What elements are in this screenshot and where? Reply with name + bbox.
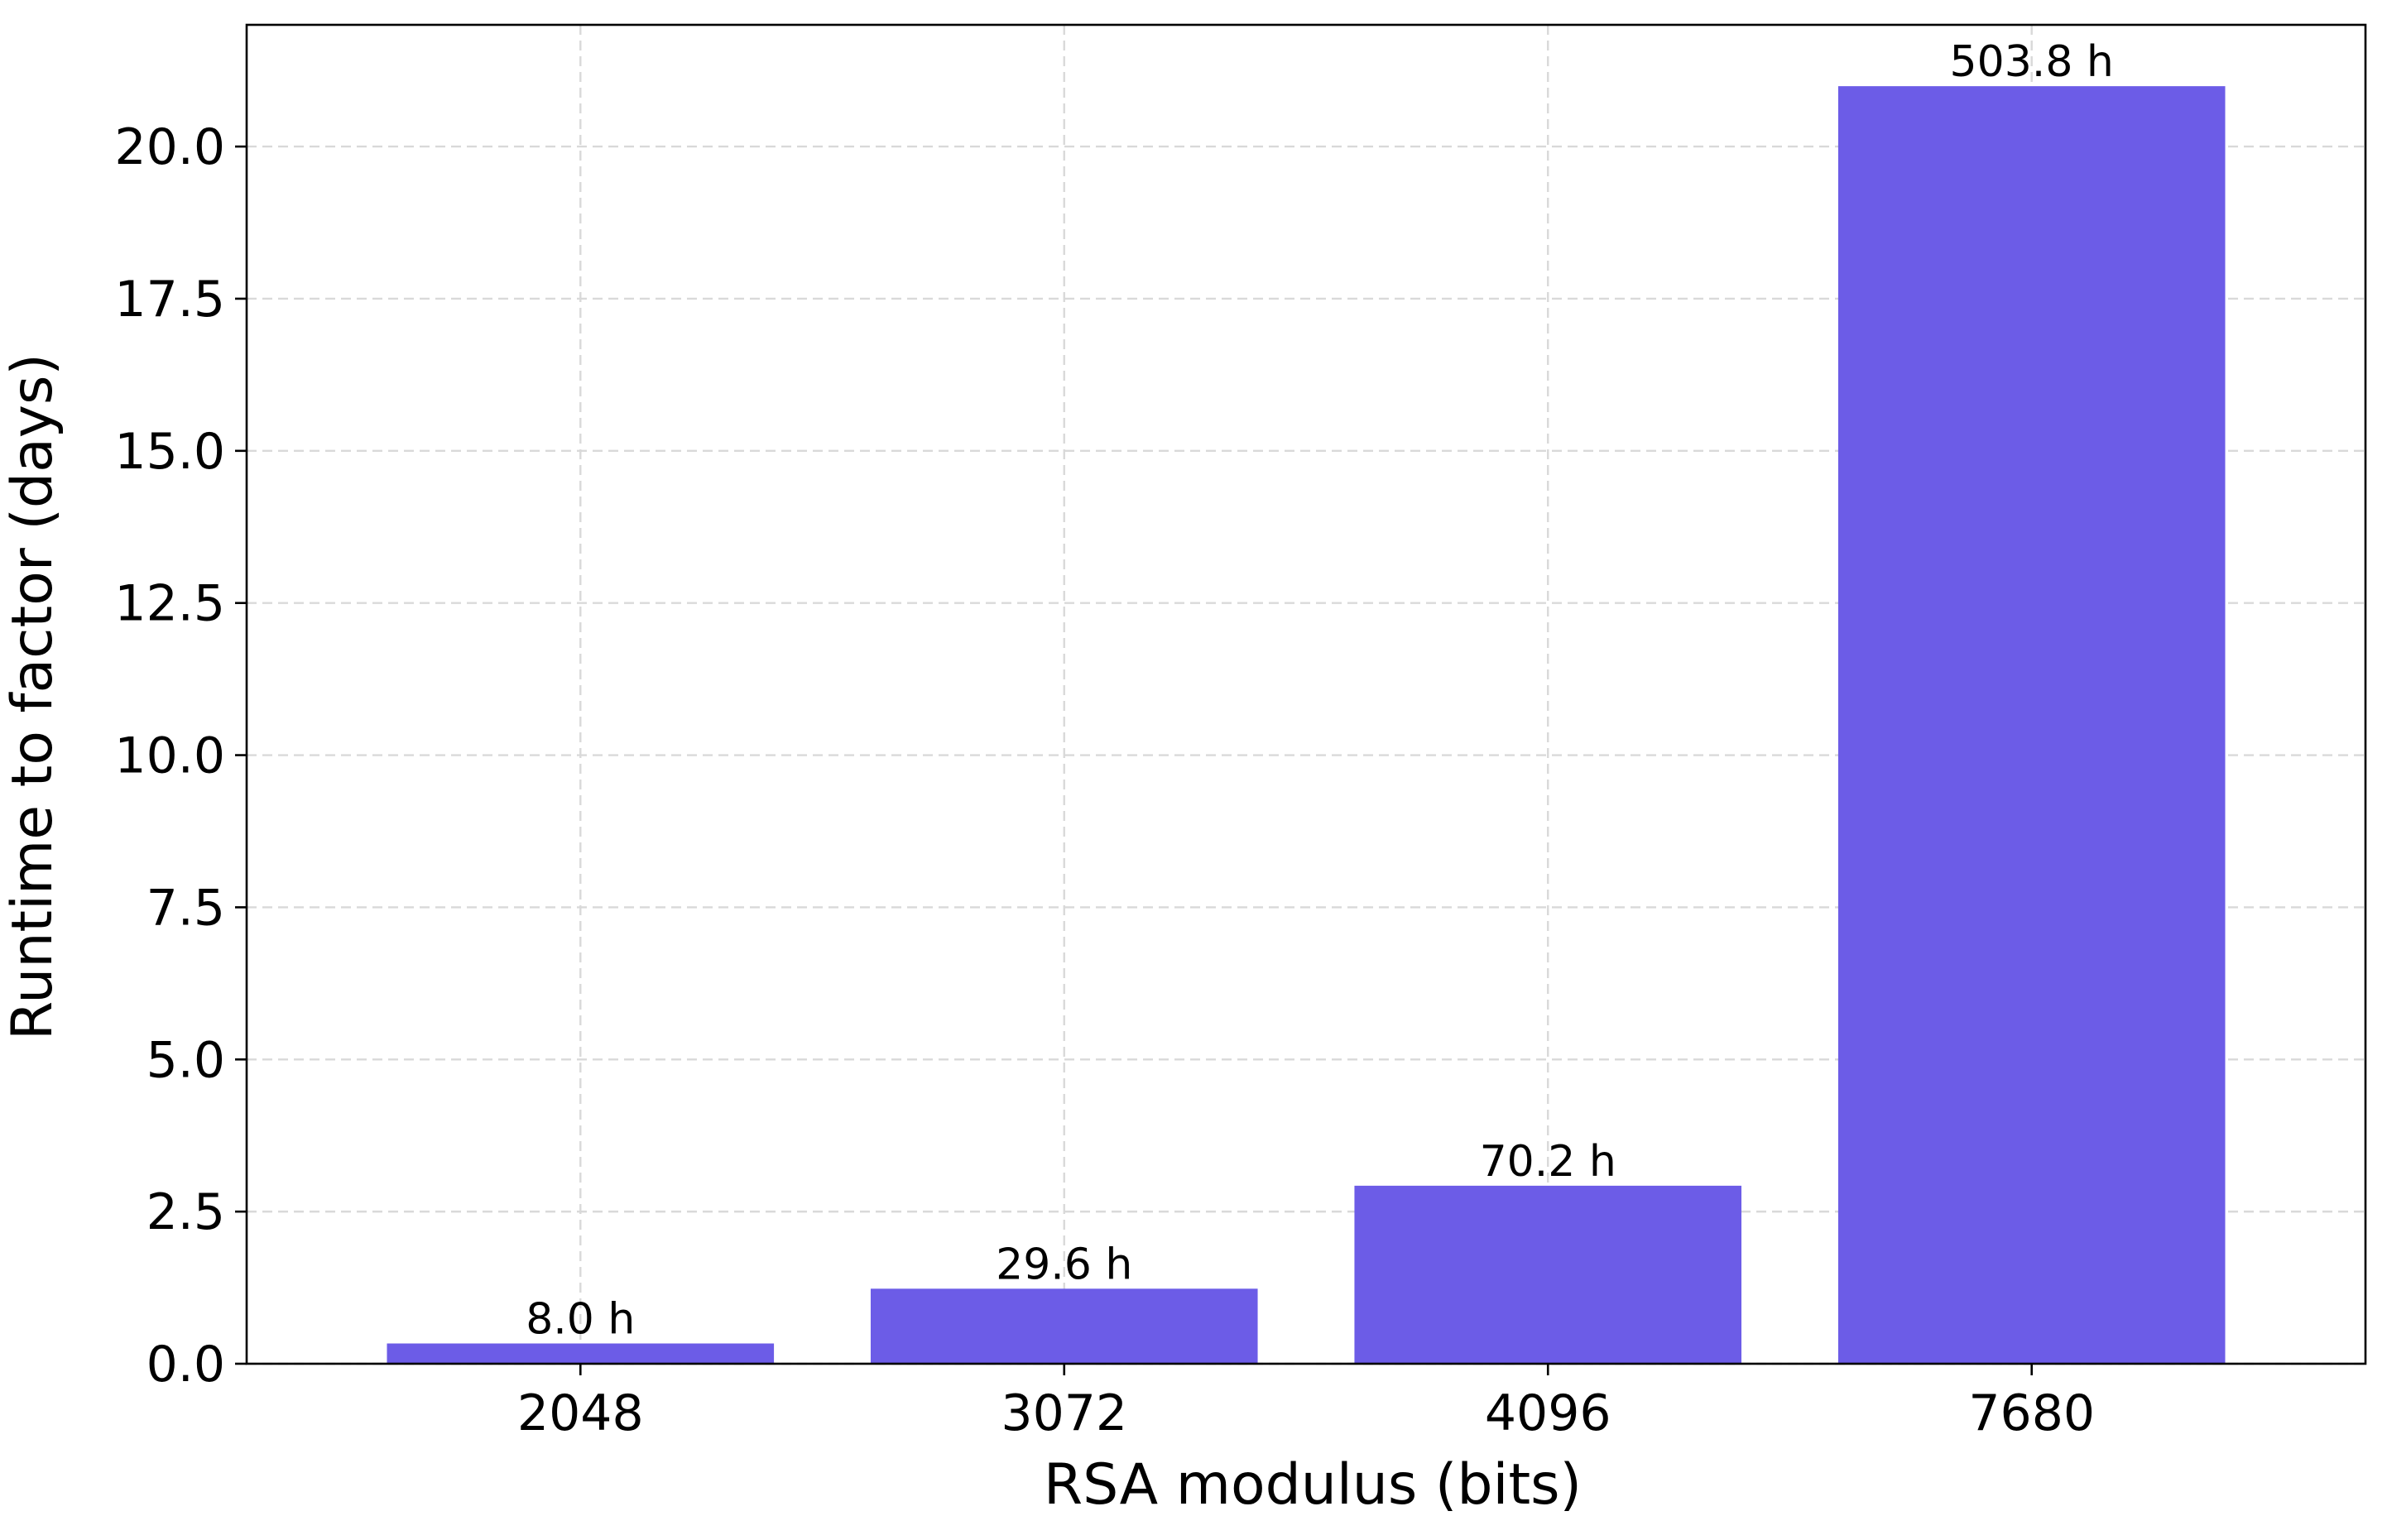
bar-value-label: 29.6 h [996, 1240, 1132, 1289]
x-tick-label: 3072 [1001, 1384, 1127, 1442]
bar-4096 [1354, 1185, 1742, 1364]
bar-value-label: 503.8 h [1950, 37, 2114, 87]
bar-value-label: 8.0 h [526, 1295, 635, 1345]
y-tick-label: 2.5 [146, 1183, 225, 1241]
axes: 0.0 2.5 5.0 7.5 10.0 12.5 15.0 17.5 20.0 2048 3072… [114, 23, 2367, 1442]
y-tick-label: 5.0 [146, 1031, 225, 1089]
bars [387, 86, 2226, 1365]
y-tick-label: 12.5 [114, 575, 225, 633]
x-axis-title: RSA modulus (bits) [1044, 1452, 1582, 1518]
bar-7680 [1837, 86, 2226, 1365]
y-tick-label: 0.0 [146, 1336, 225, 1394]
x-tick-label: 2048 [517, 1384, 644, 1442]
y-tick-label: 7.5 [146, 879, 225, 937]
x-tick-label: 7680 [1968, 1384, 2095, 1442]
plot-frame [245, 23, 2367, 1365]
bar-2048 [387, 1343, 775, 1364]
bar-labels: 8.0 h 29.6 h 70.2 h 503.8 h [526, 37, 2114, 1344]
bar-3072 [870, 1288, 1258, 1364]
y-axis-title: Runtime to factor (days) [0, 353, 65, 1040]
y-tick-label: 10.0 [114, 727, 225, 785]
bar-value-label: 70.2 h [1480, 1137, 1616, 1187]
y-tick-label: 20.0 [114, 118, 225, 176]
x-tick-label: 4096 [1485, 1384, 1611, 1442]
y-tick-label: 15.0 [114, 423, 225, 481]
y-tick-label: 17.5 [114, 271, 225, 329]
